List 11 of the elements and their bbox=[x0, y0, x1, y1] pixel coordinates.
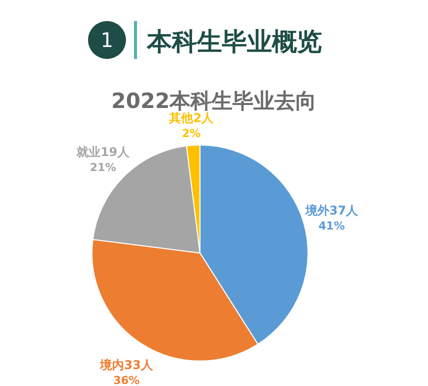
chart-subtitle: 2022本科生毕业去向 bbox=[111, 89, 317, 113]
slice-label: 境内33人 bbox=[99, 358, 154, 372]
slice-label: 其他2人 bbox=[168, 111, 215, 125]
slice-label: 就业19人 bbox=[76, 145, 130, 160]
text: 1 bbox=[100, 28, 114, 52]
data-label: 41% bbox=[318, 220, 345, 233]
slice-label: 境外37人 bbox=[304, 204, 360, 218]
data-label: 21% bbox=[90, 161, 116, 174]
chart-title: 本科生毕业概览 bbox=[146, 27, 322, 56]
data-label: 36% bbox=[113, 374, 140, 386]
data-label: 2% bbox=[182, 127, 201, 140]
